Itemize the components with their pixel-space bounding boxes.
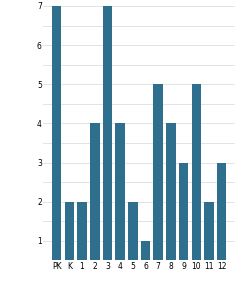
Bar [52,6,61,280]
Bar [65,202,74,280]
Bar [128,202,138,280]
Bar [115,123,125,280]
Bar [217,163,227,280]
Bar [204,202,214,280]
Bar [90,123,100,280]
Bar [166,123,176,280]
Bar [141,241,150,280]
Bar [77,202,87,280]
Bar [179,163,188,280]
Bar [154,84,163,280]
Bar [103,6,112,280]
Bar [192,84,201,280]
